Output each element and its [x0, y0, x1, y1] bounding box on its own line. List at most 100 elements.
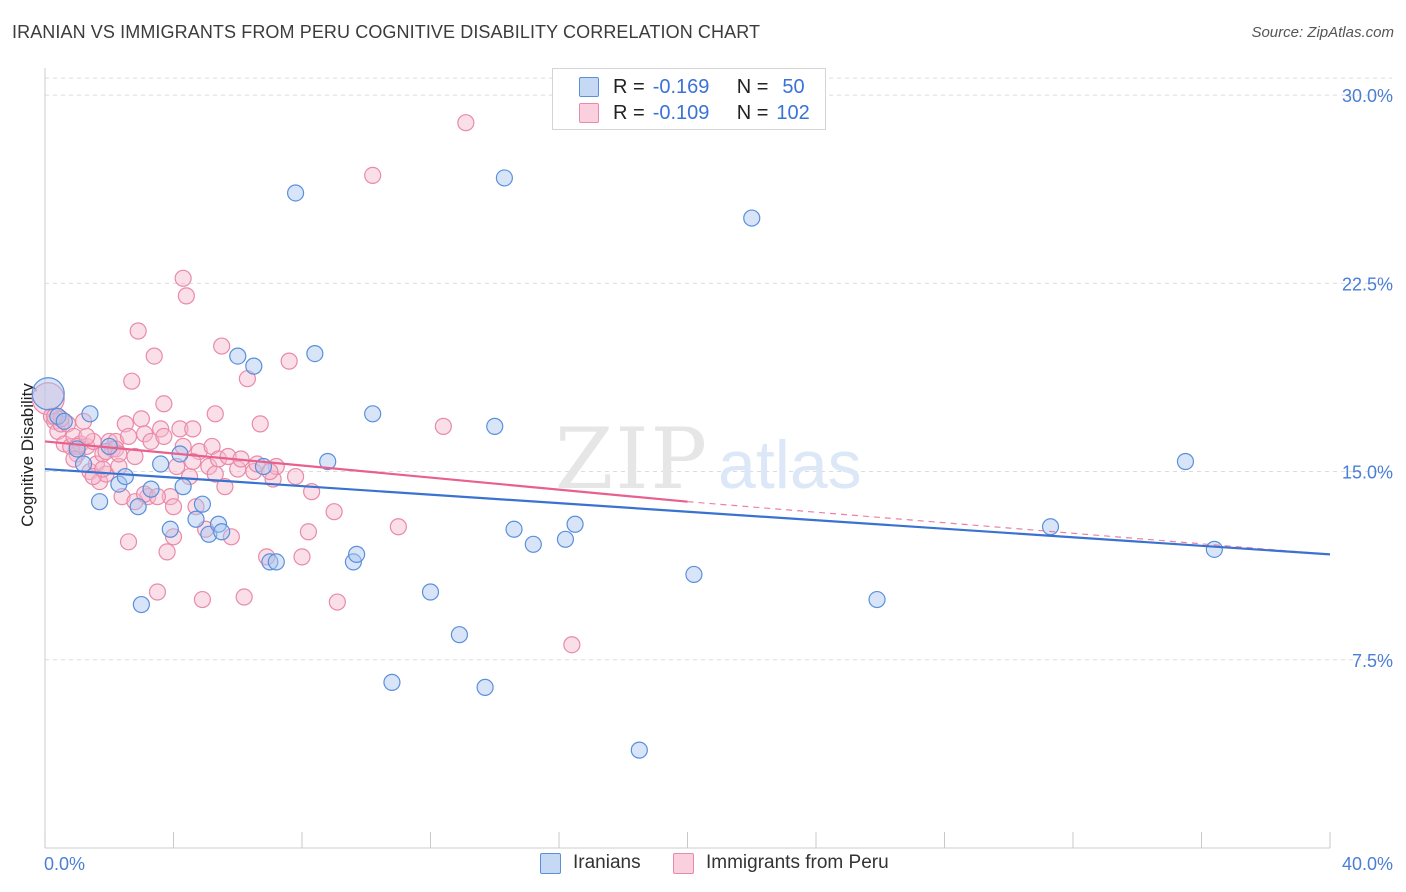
- data-point-iranians: [495, 169, 513, 187]
- data-point-peru: [184, 420, 202, 438]
- data-point-peru: [155, 395, 173, 413]
- data-point-peru: [161, 488, 179, 506]
- data-point-peru: [222, 528, 240, 546]
- data-point-iranians: [245, 357, 263, 375]
- data-point-iranians: [174, 478, 192, 496]
- n-label: N =: [736, 101, 769, 124]
- data-point-peru: [280, 352, 298, 370]
- data-point-peru: [158, 543, 176, 561]
- data-point-iranians: [31, 377, 65, 411]
- data-point-iranians: [319, 452, 337, 471]
- stats-row-peru: R = -0.109 N = 102: [579, 101, 810, 125]
- data-point-iranians: [1041, 518, 1060, 536]
- data-point-peru: [389, 518, 407, 536]
- data-point-iranians: [421, 583, 440, 601]
- data-point-peru: [119, 533, 138, 551]
- chart-title: IRANIAN VS IMMIGRANTS FROM PERU COGNITIV…: [12, 22, 761, 42]
- data-point-iranians: [193, 495, 212, 513]
- data-point-peru: [65, 450, 83, 468]
- data-point-peru: [328, 593, 346, 611]
- r-label: R =: [613, 75, 645, 98]
- data-point-peru: [119, 427, 138, 446]
- legend-swatch-iranians: [540, 852, 561, 874]
- data-point-peru: [293, 548, 311, 566]
- data-point-iranians: [1205, 540, 1223, 558]
- data-point-iranians: [81, 405, 99, 423]
- data-point-iranians: [630, 741, 648, 759]
- y-tick-label: 30.0%: [1342, 86, 1393, 106]
- data-point-peru: [216, 478, 234, 496]
- data-point-iranians: [229, 347, 247, 365]
- data-point-peru: [94, 460, 112, 478]
- data-point-iranians: [383, 673, 401, 691]
- data-point-iranians: [566, 515, 584, 533]
- trend-line-peru-extension: [687, 501, 1331, 555]
- data-point-iranians: [261, 553, 279, 571]
- data-point-peru: [457, 114, 475, 132]
- source-label: Source: ZipAtlas.com: [1251, 24, 1394, 41]
- watermark-zip: ZIP: [555, 410, 709, 508]
- data-point-iranians: [91, 493, 109, 511]
- data-point-peru: [142, 432, 160, 451]
- y-tick-label: 15.0%: [1342, 463, 1393, 483]
- data-point-peru: [258, 548, 276, 566]
- swatch-iranians: [579, 77, 599, 97]
- data-point-iranians: [161, 520, 179, 538]
- data-point-iranians: [55, 412, 73, 430]
- r-label: R =: [613, 101, 645, 124]
- tick-labels: 7.5% 15.0% 22.5% 30.0% 0.0% 40.0%: [44, 86, 1393, 874]
- data-point-peru: [364, 166, 382, 185]
- trend-line-peru: [44, 440, 688, 503]
- series-peru-points: [31, 114, 581, 654]
- data-point-iranians: [348, 545, 366, 563]
- data-point-iranians: [267, 553, 285, 571]
- watermark-atlas: atlas: [718, 427, 862, 503]
- data-point-peru: [177, 287, 195, 305]
- x-tick-label: 40.0%: [1342, 854, 1393, 874]
- series-iranians-points: [31, 169, 1223, 759]
- data-point-peru: [155, 427, 173, 446]
- data-point-iranians: [116, 467, 134, 486]
- data-point-iranians: [476, 678, 494, 696]
- data-point-iranians: [1176, 452, 1195, 471]
- data-point-peru: [129, 322, 147, 340]
- data-point-iranians: [364, 405, 382, 423]
- data-point-peru: [123, 372, 141, 390]
- n-label: N =: [736, 75, 769, 98]
- data-point-peru: [219, 447, 237, 466]
- data-point-peru: [145, 347, 163, 365]
- r-value: -0.169: [652, 75, 710, 98]
- legend-label-peru: Immigrants from Peru: [706, 852, 889, 873]
- data-point-peru: [184, 452, 202, 471]
- y-tick-label: 22.5%: [1342, 274, 1393, 294]
- data-point-peru: [148, 583, 167, 601]
- data-point-peru: [235, 588, 253, 606]
- data-point-peru: [206, 405, 224, 423]
- watermark: ZIP atlas: [555, 410, 862, 508]
- data-point-peru: [251, 415, 269, 433]
- data-point-iranians: [132, 595, 150, 614]
- legend-item-peru: Immigrants from Peru: [673, 852, 889, 874]
- r-value: -0.109: [652, 101, 710, 124]
- data-point-peru: [286, 467, 305, 486]
- trend-lines: [44, 440, 1331, 556]
- data-point-iranians: [187, 510, 205, 528]
- x-tick-label: 0.0%: [44, 854, 85, 874]
- data-point-iranians: [685, 565, 703, 584]
- data-point-peru: [563, 636, 581, 654]
- data-point-iranians: [142, 480, 160, 498]
- data-point-iranians: [152, 455, 170, 473]
- data-point-iranians: [74, 455, 93, 473]
- stats-row-iranians: R = -0.169 N = 50: [579, 75, 805, 99]
- data-point-peru: [434, 417, 452, 435]
- data-point-peru: [174, 269, 192, 287]
- legend-swatch-peru: [673, 852, 694, 874]
- legend-item-iranians: Iranians: [540, 852, 641, 874]
- data-point-iranians: [306, 344, 324, 363]
- swatch-peru: [579, 103, 599, 123]
- axes: [44, 68, 1331, 849]
- data-point-iranians: [868, 590, 886, 609]
- data-point-iranians: [450, 626, 469, 644]
- data-point-iranians: [743, 209, 761, 227]
